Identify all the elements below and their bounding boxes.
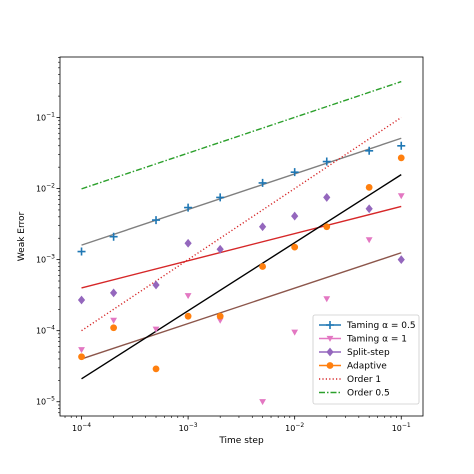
y-tick-label-0: 10−5 [36,396,55,407]
point-s0-9 [397,141,406,150]
point-s0-0 [77,247,86,256]
legend-label-4: Order 1 [347,375,381,385]
fit-line-2 [81,205,402,289]
point-s3-2 [152,365,160,373]
point-s2-0 [77,295,86,305]
point-s3-4 [216,312,224,320]
legend-marker-3 [326,362,334,369]
legend-label-1: Taming α = 1 [346,335,407,345]
x-tick-label-2: 10−2 [285,422,304,433]
point-s0-1 [109,232,118,241]
x-tick-label-1: 10−3 [179,422,198,433]
legend-marker-2 [326,347,334,357]
legend: Taming α = 0.5 Taming α = 1 Split-step Adap… [312,314,420,405]
point-s1-8 [365,237,373,244]
y-tick-label-2: 10−3 [36,254,55,265]
point-s3-8 [365,183,373,191]
ticks-layer: 10−4 10−3 10−2 10−1 10−5 10−4 10−3 10−2 10−1 [36,57,411,433]
point-s0-2 [152,216,161,225]
legend-label-2: Split-step [347,348,390,358]
point-s2-2 [152,280,160,290]
point-s0-6 [290,168,299,177]
fit-line-3 [81,174,402,380]
point-s2-9 [397,255,405,265]
point-s2-8 [365,204,373,214]
fit-lines-layer [81,137,402,380]
point-s2-4 [216,244,224,254]
reference-lines-layer [81,80,402,332]
fit-line-0 [81,137,402,246]
y-axis-label: Weak Error [17,211,27,261]
point-s3-1 [110,324,118,332]
point-s3-5 [259,263,266,270]
y-tick-label-3: 10−2 [36,183,55,194]
point-s1-5 [259,399,266,406]
point-s2-6 [291,211,299,221]
reference-line-1 [81,80,402,190]
point-s3-6 [291,243,299,251]
x-tick-label-3: 10−1 [392,422,411,433]
x-axis-label: Time step [218,436,264,446]
point-s2-1 [110,288,118,298]
point-s1-4 [216,317,224,324]
x-tick-label-0: 10−4 [72,422,91,433]
point-s2-7 [323,193,331,202]
legend-label-5: Order 0.5 [347,389,390,399]
point-s2-3 [184,238,192,248]
legend-label-3: Adaptive [347,362,387,372]
y-tick-label-1: 10−4 [36,325,55,336]
fit-line-1 [81,252,402,360]
legend-label-0: Taming α = 0.5 [346,321,416,331]
point-s2-5 [258,222,267,232]
point-s1-3 [184,293,192,300]
point-s1-9 [397,193,405,200]
markers-layer [77,141,406,406]
point-s1-2 [152,326,160,333]
point-s1-0 [78,347,85,354]
point-s1-1 [110,317,118,324]
point-s0-3 [184,203,193,212]
point-s3-0 [78,353,85,361]
point-s3-7 [323,223,331,231]
plot-frame [59,56,424,417]
point-s3-9 [397,154,405,162]
point-s0-4 [216,193,225,202]
point-s3-3 [184,312,192,320]
legend-box [312,314,420,405]
point-s0-8 [365,146,374,155]
point-s1-6 [291,329,299,336]
point-s1-7 [323,296,331,303]
y-tick-label-4: 10−1 [36,111,55,122]
legend-marker-1 [326,335,334,342]
point-s0-7 [322,157,331,166]
legend-marker-0 [326,321,334,329]
reference-line-0 [81,116,402,332]
point-s0-5 [258,178,267,187]
